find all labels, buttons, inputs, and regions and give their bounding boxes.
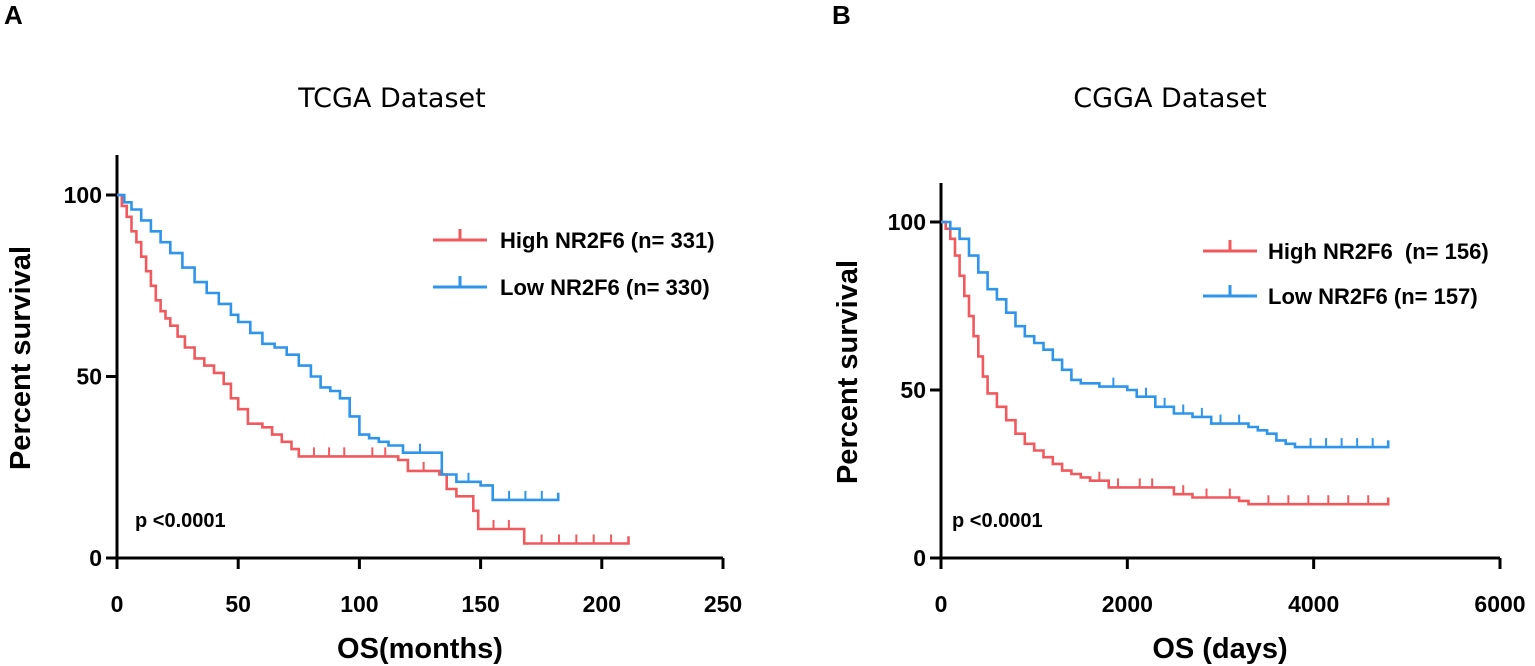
panel-b-label: B — [832, 0, 851, 30]
panel-b-x-tick-label: 2000 — [1102, 591, 1153, 617]
panel-a-legend: High NR2F6 (n= 331) Low NR2F6 (n= 330) — [433, 228, 715, 300]
panel-a-y-tick-label: 50 — [76, 364, 102, 390]
panel-a-legend-label-high: High NR2F6 (n= 331) — [500, 228, 715, 253]
panel-b-legend-label-high: High NR2F6 (n= 156) — [1268, 239, 1489, 264]
panel-a-legend-item-high: High NR2F6 (n= 331) — [433, 228, 715, 253]
panel-b: B CGGA Dataset Percent survival OS (days… — [832, 0, 1526, 665]
panel-b-p-value: p <0.0001 — [952, 510, 1043, 532]
panel-b-y-tick-label: 0 — [913, 545, 926, 571]
panel-b-plot-area: 0 2000 4000 6000 0 50 100 — [888, 183, 1526, 617]
panel-b-y-tick-label: 100 — [888, 209, 926, 235]
panel-a-x-axis-label: OS(months) — [337, 633, 503, 665]
panel-b-y-axis-label: Percent survival — [832, 260, 864, 484]
panel-a-x-tick-label: 200 — [583, 591, 621, 617]
panel-a-label: A — [4, 0, 23, 30]
panel-a-x-tick-label: 150 — [461, 591, 499, 617]
panel-a-legend-label-low: Low NR2F6 (n= 330) — [500, 275, 710, 300]
panel-b-legend-item-high: High NR2F6 (n= 156) — [1203, 239, 1489, 264]
panel-b-series-high-curve — [941, 220, 1390, 506]
panel-a-x-tick-label: 50 — [225, 591, 251, 617]
panel-a-y-axis-label: Percent survival — [5, 246, 37, 470]
panel-a-x-tick-label: 250 — [704, 591, 742, 617]
panel-a-plot-area: 0 50 100 150 200 250 0 50 100 — [64, 155, 742, 617]
panel-a-p-value: p <0.0001 — [135, 510, 226, 532]
panel-b-x-tick-label: 0 — [935, 591, 948, 617]
panel-a-series-low-curve — [117, 193, 560, 502]
panel-b-title: CGGA Dataset — [1073, 83, 1266, 114]
panel-b-legend: High NR2F6 (n= 156) Low NR2F6 (n= 157) — [1203, 239, 1489, 309]
panel-b-x-tick-label: 6000 — [1474, 591, 1525, 617]
panel-a: A TCGA Dataset Percent survival OS(month… — [4, 0, 742, 665]
panel-a-title: TCGA Dataset — [297, 83, 485, 114]
panel-b-y-tick-label: 50 — [900, 377, 926, 403]
panel-a-x-tick-label: 100 — [340, 591, 378, 617]
panel-b-legend-label-low: Low NR2F6 (n= 157) — [1268, 284, 1478, 309]
panel-b-x-tick-label: 4000 — [1288, 591, 1339, 617]
panel-a-y-tick-label: 100 — [64, 182, 102, 208]
panel-b-series-low-curve — [941, 220, 1390, 449]
panel-a-y-tick-label: 0 — [89, 545, 102, 571]
panel-b-legend-item-low: Low NR2F6 (n= 157) — [1203, 284, 1478, 309]
panel-b-x-axis-label: OS (days) — [1152, 633, 1287, 665]
panel-a-legend-item-low: Low NR2F6 (n= 330) — [433, 275, 710, 300]
panel-a-x-tick-label: 0 — [111, 591, 124, 617]
